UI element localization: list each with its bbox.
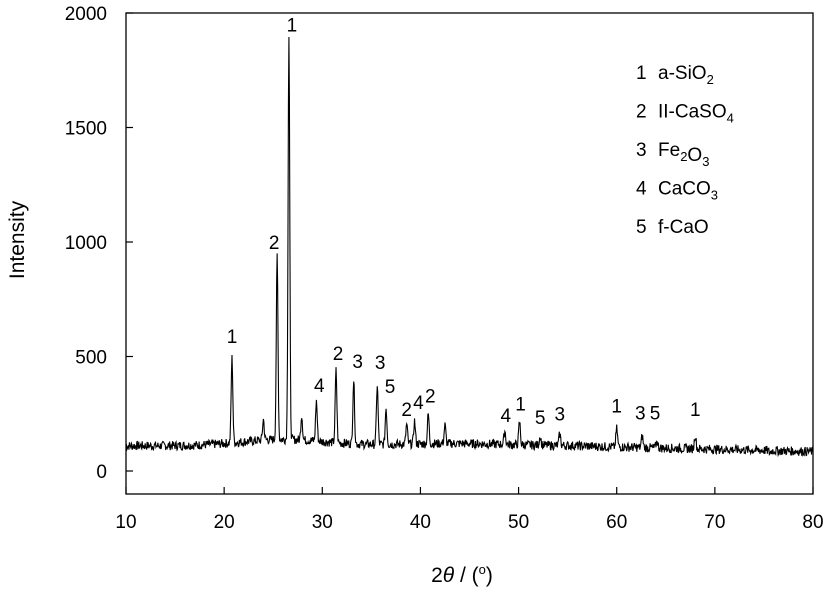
x-tick-label: 60 [606,512,627,533]
peak-label: 1 [287,15,298,36]
x-axis-title: 2θ / (o) [431,562,493,587]
y-tick-label: 1500 [65,119,107,140]
x-title-close: ) [486,564,493,587]
peak-label: 5 [385,377,396,398]
peak-label: 3 [555,405,566,426]
peak-label: 2 [333,344,344,365]
x-title-post: / ( [454,564,479,587]
peak-label: 1 [611,397,622,418]
y-tick-label: 1000 [65,233,107,254]
legend-number: 3 [636,140,647,161]
legend-number: 1 [636,63,647,84]
peak-label: 4 [413,393,424,414]
peak-label: 3 [352,352,363,373]
x-title-pre: 2 [431,564,443,587]
plot-frame [125,12,814,495]
x-tick-label: 70 [704,512,725,533]
peak-label: 2 [425,386,436,407]
legend-entry: Fe2O3 [658,140,709,169]
x-tick-label: 10 [115,512,136,533]
peak-label: 5 [650,403,661,424]
x-tick-label: 20 [214,512,235,533]
x-tick-label: 80 [802,512,823,533]
peak-label: 2 [401,400,412,421]
peak-label: 1 [227,327,238,348]
legend-entry: f-CaO [658,217,709,238]
y-tick-label: 500 [75,348,107,369]
legend-entry: II-CaSO4 [658,102,734,126]
legend: 1 a-SiO2 2 II-CaSO4 3 Fe2O3 4 CaCO3 5 f-CaO [636,63,734,238]
legend-number: 2 [636,102,647,123]
peak-label: 2 [269,233,280,254]
y-tick-label: 0 [96,462,107,483]
peak-label: 3 [375,353,386,374]
y-tick-label: 2000 [65,4,107,25]
x-tick-label: 30 [312,512,333,533]
series-group [125,37,814,458]
peak-label: 5 [535,408,546,429]
y-axis: 0 500 1000 1500 2000 [65,4,133,483]
legend-entry: a-SiO2 [658,63,714,87]
x-title-degree: o [479,562,486,577]
x-tick-label: 40 [410,512,431,533]
legend-number: 4 [636,179,647,200]
xrd-trace [125,37,814,458]
peak-label: 1 [515,394,526,415]
peak-label: 3 [635,403,646,424]
x-axis: 10 20 30 40 50 60 70 80 [115,487,824,533]
legend-number: 5 [636,217,647,238]
x-title-theta: θ [443,564,455,587]
peak-label: 4 [501,406,512,427]
legend-entry: CaCO3 [658,179,718,203]
peak-label: 1 [690,400,701,421]
y-axis-title: Intensity [6,200,29,279]
x-tick-label: 50 [508,512,529,533]
peak-label: 4 [314,376,325,397]
